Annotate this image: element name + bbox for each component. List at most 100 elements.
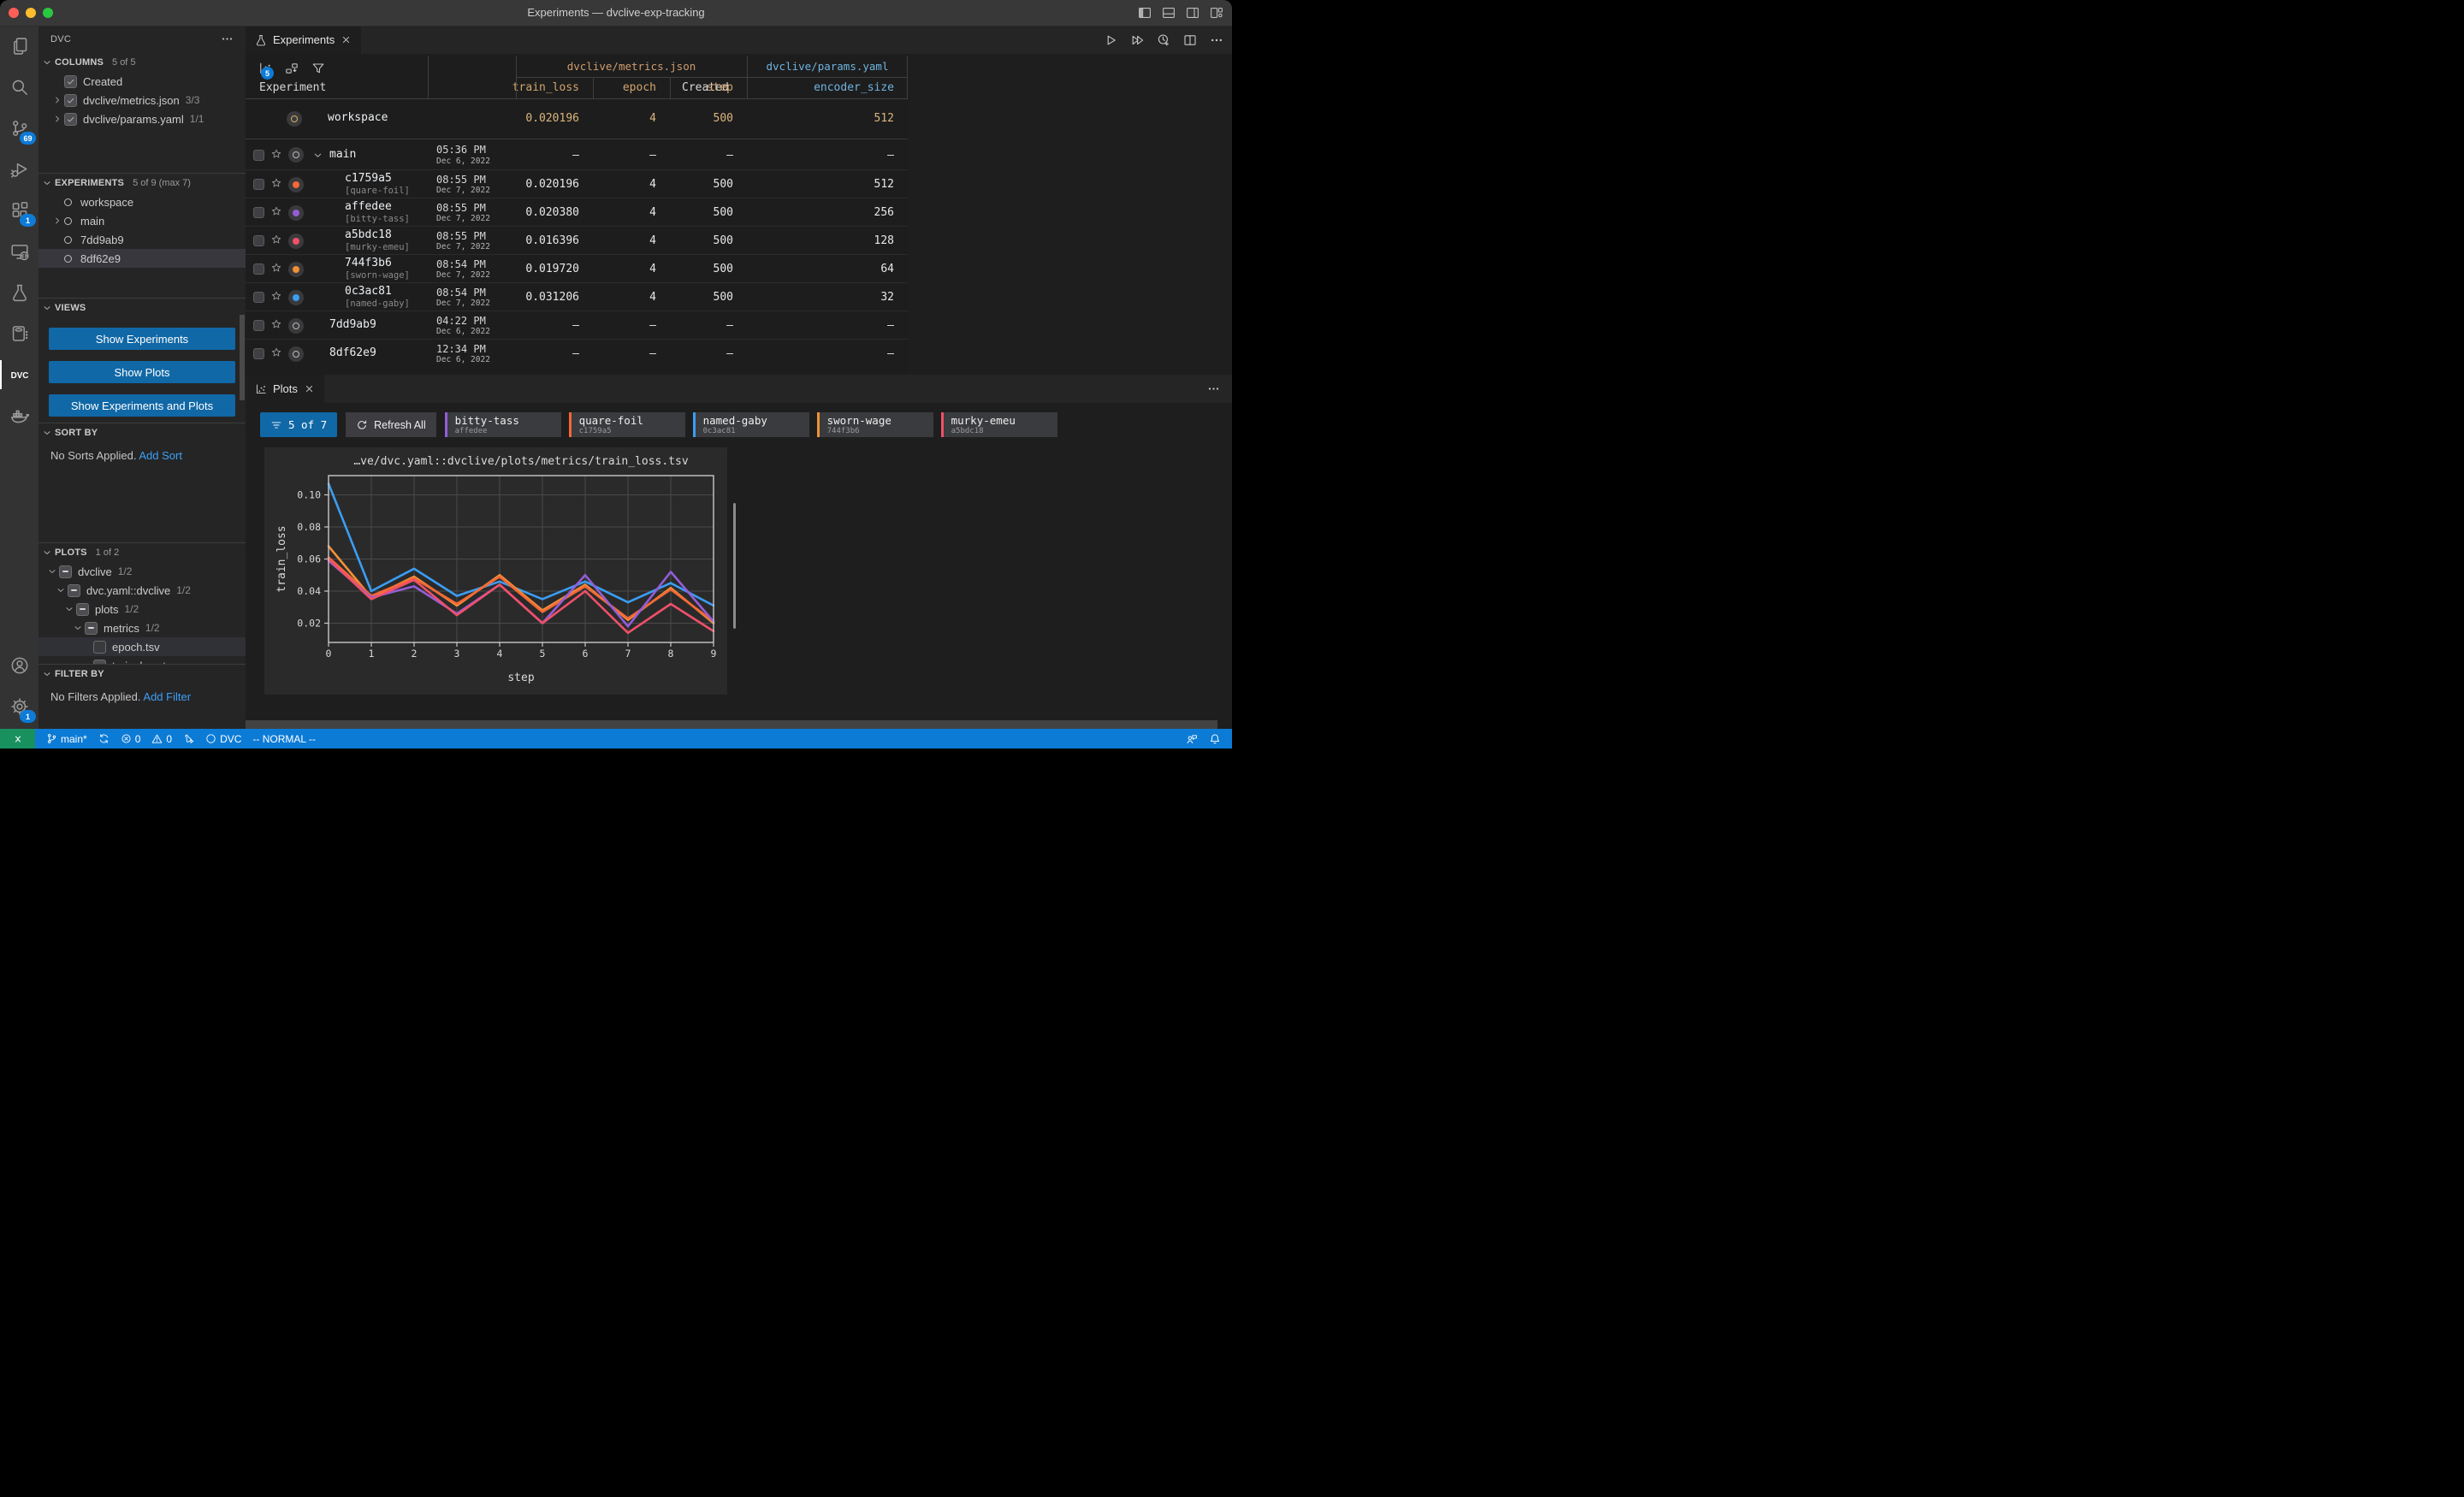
- column-header-step[interactable]: step: [706, 81, 733, 94]
- notifications[interactable]: [1209, 733, 1221, 745]
- dvc-run-status[interactable]: [183, 733, 194, 744]
- chevron-right-icon[interactable]: [50, 114, 64, 124]
- close-window-button[interactable]: [9, 8, 19, 18]
- activitybar-item-accounts[interactable]: [0, 645, 38, 686]
- play-icon[interactable]: [1104, 33, 1117, 47]
- columns-item-Created[interactable]: Created: [38, 72, 246, 91]
- activitybar-item-source-control[interactable]: 69: [0, 108, 38, 149]
- sidebar-scrollbar[interactable]: [240, 315, 245, 400]
- row-checkbox[interactable]: [253, 320, 264, 331]
- checkbox-checked[interactable]: [64, 93, 77, 107]
- plots-tree-item-plots[interactable]: plots 1/2: [38, 600, 246, 618]
- experiments-item-main[interactable]: main: [38, 211, 246, 230]
- minimize-window-button[interactable]: [26, 8, 36, 18]
- activitybar-item-settings[interactable]: 1: [0, 686, 38, 727]
- branch-status[interactable]: main*: [46, 733, 87, 745]
- experiment-row-workspace[interactable]: workspace 0.020196 4 500 512: [246, 98, 908, 139]
- star-icon[interactable]: [270, 289, 282, 305]
- star-icon[interactable]: [270, 317, 282, 334]
- experiments-item-workspace[interactable]: workspace: [38, 192, 246, 211]
- show-experiments-and-plots-button[interactable]: Show Experiments and Plots: [49, 394, 235, 417]
- activitybar-item-dvc[interactable]: DVC: [0, 354, 38, 395]
- column-header-created[interactable]: Created: [682, 81, 729, 94]
- experiment-chip-murky-emeu[interactable]: murky-emeu a5bdc18: [940, 412, 1057, 437]
- plots-tree-item-dvc.yaml::dvclive[interactable]: dvc.yaml::dvclive 1/2: [38, 581, 246, 600]
- close-icon[interactable]: [341, 34, 352, 45]
- row-checkbox[interactable]: [253, 292, 264, 303]
- chevron-down-icon[interactable]: [71, 623, 85, 633]
- history-plus-icon[interactable]: [1157, 33, 1170, 47]
- errors-status[interactable]: 0: [121, 733, 140, 745]
- column-header-epoch[interactable]: epoch: [622, 81, 656, 94]
- chevron-down-icon[interactable]: [62, 604, 76, 614]
- plots-tree-item-train_loss.tsv[interactable]: train_loss.tsv: [38, 656, 246, 665]
- row-checkbox[interactable]: [253, 348, 264, 359]
- group-header-metrics[interactable]: dvclive/metrics.json: [566, 60, 696, 73]
- chevron-right-icon[interactable]: [50, 95, 64, 105]
- activitybar-item-docker[interactable]: [0, 395, 38, 436]
- experiment-row-744f3b6[interactable]: 744f3b6 [sworn-wage] 08:54 PM Dec 7, 2022 0.…: [246, 254, 908, 283]
- checkbox-checked[interactable]: [93, 659, 106, 665]
- feedback[interactable]: [1186, 733, 1198, 745]
- remote-indicator[interactable]: [0, 729, 35, 748]
- experiment-row-affedee[interactable]: affedee [bitty-tass] 08:55 PM Dec 7, 2022 0.…: [246, 198, 908, 227]
- chevron-right-icon[interactable]: [50, 216, 64, 226]
- section-sort-by-header[interactable]: SORT BY: [38, 423, 246, 442]
- table-toolbar-funnel[interactable]: [311, 62, 325, 79]
- activitybar-item-notebook[interactable]: [0, 313, 38, 354]
- warnings-status[interactable]: 0: [151, 733, 172, 745]
- activitybar-item-run-and-debug[interactable]: [0, 149, 38, 190]
- section-columns-header[interactable]: COLUMNS 5 of 5: [38, 53, 246, 72]
- zoom-window-button[interactable]: [43, 8, 53, 18]
- plots-scrollbar-horizontal[interactable]: [246, 720, 1217, 729]
- star-icon[interactable]: [270, 176, 282, 192]
- activitybar-item-testing[interactable]: [0, 272, 38, 313]
- show-experiments-button[interactable]: Show Experiments: [49, 328, 235, 350]
- checkbox-indeterminate[interactable]: [85, 621, 98, 635]
- row-checkbox[interactable]: [253, 263, 264, 275]
- experiment-row-8df62e9[interactable]: 8df62e9 12:34 PM Dec 6, 2022 – – – –: [246, 339, 908, 368]
- sidebar-more-actions-icon[interactable]: [221, 33, 234, 45]
- column-header-experiment[interactable]: Experiment: [259, 81, 327, 94]
- section-plots-header[interactable]: PLOTS 1 of 2: [38, 543, 246, 562]
- tab-experiments[interactable]: Experiments: [246, 26, 362, 54]
- checkbox-empty[interactable]: [93, 640, 106, 654]
- layout-customize-icon[interactable]: [1210, 6, 1223, 20]
- star-icon[interactable]: [270, 233, 282, 249]
- checkbox-indeterminate[interactable]: [76, 602, 89, 616]
- experiment-row-main[interactable]: main 05:36 PM Dec 6, 2022 – – – –: [246, 139, 908, 170]
- star-icon[interactable]: [270, 204, 282, 221]
- row-checkbox[interactable]: [253, 207, 264, 218]
- tab-plots[interactable]: Plots: [246, 375, 324, 403]
- section-experiments-header[interactable]: EXPERIMENTS 5 of 9 (max 7): [38, 174, 246, 192]
- plots-filter-button[interactable]: 5 of 7: [260, 412, 338, 437]
- split-editor-icon[interactable]: [1183, 33, 1197, 47]
- experiment-chip-bitty-tass[interactable]: bitty-tass affedee: [444, 412, 561, 437]
- train-loss-plot[interactable]: …ve/dvc.yaml::dvclive/plots/metrics/trai…: [264, 447, 727, 695]
- row-checkbox[interactable]: [253, 235, 264, 246]
- experiment-chip-sworn-wage[interactable]: sworn-wage 744f3b6: [816, 412, 933, 437]
- table-toolbar-plots-graph[interactable]: 5: [258, 62, 274, 80]
- dvc-status[interactable]: DVC: [205, 733, 241, 745]
- close-icon[interactable]: [304, 383, 315, 394]
- play-all-icon[interactable]: [1130, 33, 1144, 47]
- section-filter-by-header[interactable]: FILTER BY: [38, 665, 246, 683]
- chevron-down-icon[interactable]: [311, 150, 324, 161]
- refresh-all-button[interactable]: Refresh All: [346, 412, 436, 437]
- checkbox-checked[interactable]: [64, 112, 77, 126]
- checkbox-checked[interactable]: [64, 74, 77, 88]
- chevron-down-icon[interactable]: [54, 585, 68, 595]
- experiment-chip-named-gaby[interactable]: named-gaby 0c3ac81: [692, 412, 809, 437]
- sync-status[interactable]: [98, 733, 110, 744]
- chevron-down-icon[interactable]: [45, 566, 59, 577]
- column-header-encoder-size[interactable]: encoder_size: [814, 81, 894, 94]
- activitybar-item-search[interactable]: [0, 67, 38, 108]
- ellipsis-icon[interactable]: [1210, 33, 1223, 47]
- show-plots-button[interactable]: Show Plots: [49, 361, 235, 383]
- plots-more-actions-icon[interactable]: [1207, 375, 1220, 403]
- add-filter-link[interactable]: Add Filter: [143, 690, 192, 703]
- row-checkbox[interactable]: [253, 149, 264, 161]
- plots-tree-item-dvclive[interactable]: dvclive 1/2: [38, 562, 246, 581]
- experiment-row-0c3ac81[interactable]: 0c3ac81 [named-gaby] 08:54 PM Dec 7, 2022 0.…: [246, 282, 908, 311]
- row-checkbox[interactable]: [253, 179, 264, 190]
